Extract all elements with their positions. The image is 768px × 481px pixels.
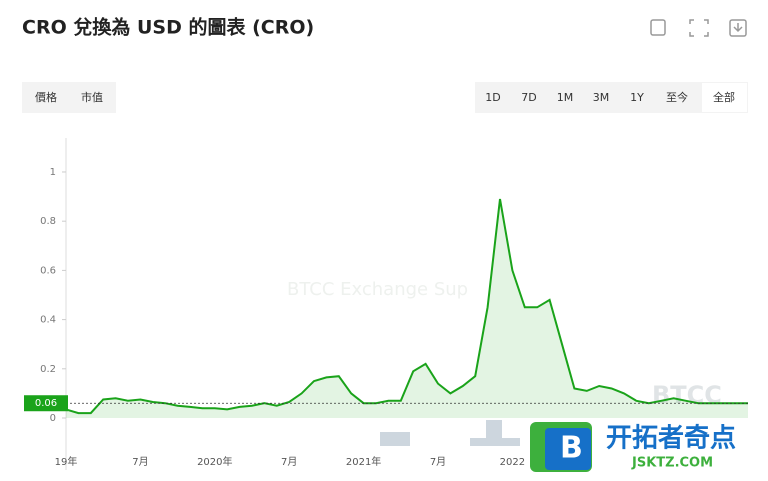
line <box>65 198 748 415</box>
x-tick-label: 7月 <box>281 456 297 468</box>
range-active <box>702 83 747 112</box>
watermark-text: BTCC Exchange Sup <box>287 279 468 300</box>
y-tick-label: 0.8 <box>40 216 56 227</box>
x-tick-label: 7月 <box>430 456 446 468</box>
toolbar-icons[interactable] <box>650 19 747 37</box>
y-tick-label: 1 <box>50 167 56 178</box>
x-tick-label: 2021年 <box>346 455 381 468</box>
logo-site: JSKTZ.COM <box>631 456 713 471</box>
range-button[interactable]: 全部 <box>713 90 735 104</box>
metric-tab[interactable]: 市值 <box>81 90 103 104</box>
x-tick-label: 19年 <box>55 455 78 468</box>
range-button[interactable]: 7D <box>521 91 536 104</box>
range-button[interactable]: 至今 <box>666 90 688 104</box>
x-tick-label: 2020年 <box>197 455 232 468</box>
logo-name: 开拓者奇点 <box>606 423 736 454</box>
y-tick-label: 0.2 <box>40 364 56 375</box>
current-price-label: 0.06 <box>35 398 57 409</box>
metric-tab[interactable]: 價格 <box>35 90 57 104</box>
current-price-box <box>24 395 68 412</box>
metric-tabs <box>22 82 116 113</box>
y-tick-label: 0.4 <box>40 315 56 326</box>
x-tick-label: 2022 <box>500 457 525 468</box>
range-button[interactable]: 1M <box>557 91 574 104</box>
title: CRO 兌換為 USD 的圖表 (CRO) <box>22 16 314 39</box>
overlay-logo: B 开拓者奇点 JSKTZ.COM <box>530 422 736 472</box>
volume <box>380 420 520 446</box>
range-button[interactable]: 1Y <box>630 91 644 104</box>
range-button[interactable]: 3M <box>593 91 610 104</box>
watermark: BTCC <box>652 381 722 409</box>
range-button[interactable]: 1D <box>485 91 500 104</box>
y-tick-label: 0 <box>50 413 56 424</box>
logo-letter: B <box>560 431 583 466</box>
x-tick-label: 7月 <box>132 456 148 468</box>
y-tick-label: 0.6 <box>40 265 56 276</box>
